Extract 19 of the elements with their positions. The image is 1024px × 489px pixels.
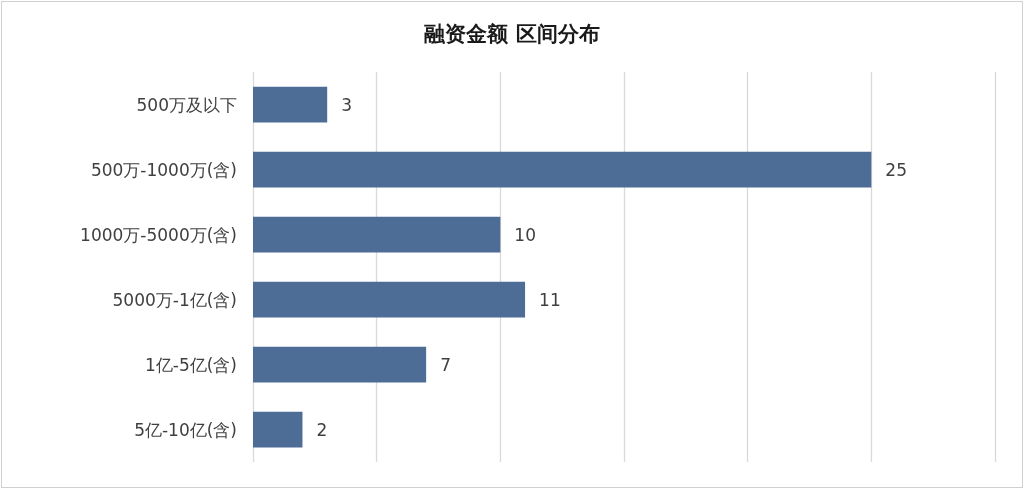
y-tick-label: 500万及以下: [136, 94, 237, 115]
bar: [253, 216, 501, 253]
y-tick-label: 5亿-10亿(含): [134, 419, 237, 440]
y-tick-label: 5000万-1亿(含): [112, 289, 237, 310]
data-label: 7: [440, 354, 451, 375]
chart-title: 融资金额 区间分布: [424, 21, 600, 46]
y-tick-label: 1000万-5000万(含): [80, 224, 237, 245]
y-tick-label: 500万-1000万(含): [90, 159, 237, 180]
data-label: 11: [539, 289, 561, 310]
bar: [253, 281, 526, 318]
data-label: 25: [885, 159, 907, 180]
data-label: 3: [341, 94, 353, 115]
data-label: 10: [514, 224, 536, 245]
y-tick-label: 1亿-5亿(含): [144, 354, 237, 375]
bar: [253, 86, 328, 123]
data-label: 2: [316, 419, 328, 440]
bar: [253, 411, 303, 448]
bar: [253, 346, 427, 383]
bar: [253, 151, 872, 188]
